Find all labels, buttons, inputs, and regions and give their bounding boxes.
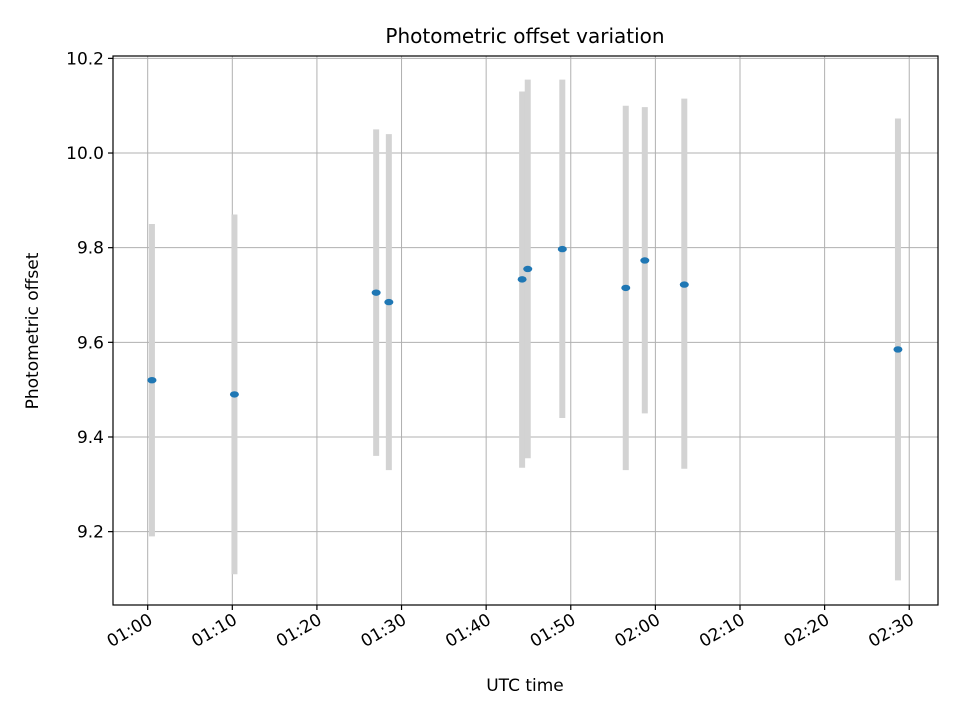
y-tick-label: 10.2 — [66, 49, 104, 69]
x-tick-label: 02:30 — [865, 610, 917, 652]
y-tick-label: 9.4 — [77, 428, 104, 448]
x-tick-label: 02:20 — [781, 610, 833, 652]
x-tick-label: 01:00 — [104, 610, 156, 652]
x-tick-label: 01:20 — [273, 610, 325, 652]
x-tick-label: 02:00 — [611, 610, 663, 652]
data-point — [229, 391, 239, 398]
y-axis: 9.2 9.4 9.6 9.8 10.0 10.2 — [66, 49, 113, 543]
y-tick-label: 9.6 — [77, 333, 104, 353]
y-tick-label: 9.2 — [77, 523, 104, 543]
x-tick-label: 02:10 — [696, 610, 748, 652]
data-point — [640, 257, 650, 264]
data-point — [621, 284, 631, 292]
data-point — [371, 289, 381, 296]
y-axis-label: Photometric offset — [23, 252, 43, 409]
data-point — [147, 376, 157, 384]
data-point — [557, 245, 567, 253]
plot-frame — [112, 55, 939, 606]
error-bars — [148, 79, 901, 581]
x-axis: 01:00 01:10 01:20 01:30 01:40 01:50 02:00 02:10… — [104, 605, 918, 652]
y-tick-label: 10.0 — [66, 144, 104, 164]
y-tick-label: 9.8 — [77, 239, 104, 259]
chart-title: Photometric offset variation — [385, 24, 664, 48]
data-points — [147, 245, 903, 398]
x-tick-label: 01:10 — [188, 610, 240, 652]
x-tick-label: 01:50 — [527, 610, 579, 652]
x-tick-label: 01:40 — [442, 610, 494, 652]
x-tick-label: 01:30 — [358, 610, 410, 652]
data-point — [523, 265, 533, 273]
data-point — [517, 276, 527, 283]
data-point — [893, 346, 903, 353]
data-point — [679, 281, 689, 288]
x-axis-label: UTC time — [486, 676, 564, 696]
data-point — [384, 298, 394, 306]
